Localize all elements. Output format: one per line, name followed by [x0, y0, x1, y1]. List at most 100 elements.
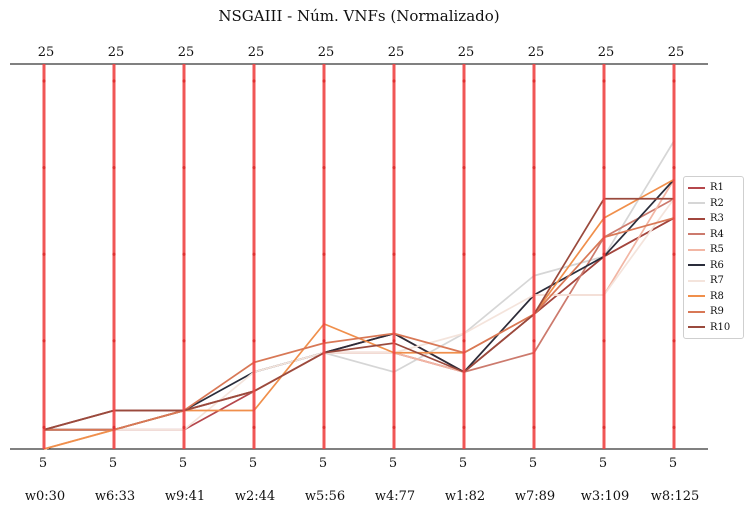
series-line-r1: [44, 217, 675, 431]
axis-max-label: 25: [248, 45, 265, 60]
axis-tick-dot: [392, 252, 396, 256]
legend-swatch: [688, 295, 705, 298]
axis-name-label: w8:125: [651, 489, 700, 504]
axis-max-label: 25: [388, 45, 405, 60]
legend-label: R10: [710, 321, 731, 333]
axis-tick-dot: [672, 166, 676, 170]
axis-tick-dot: [602, 79, 606, 83]
axis-tick-dot: [112, 79, 116, 83]
axis-tick-dot: [322, 339, 326, 343]
legend-label: R4: [710, 228, 724, 240]
axis-tick-dot: [42, 79, 46, 83]
legend-item-r4: R4: [684, 227, 743, 243]
axis-tick-dot: [252, 339, 256, 343]
series-line-r10: [43, 197, 674, 431]
legend-swatch: [688, 326, 705, 329]
axis-tick-dot: [462, 166, 466, 170]
axis-tick-dot: [672, 79, 676, 83]
axis-max-label: 25: [38, 45, 55, 60]
axis-tick-dot: [322, 252, 326, 256]
axis-tick-dot: [322, 425, 326, 429]
chart-title: NSGAIII - Núm. VNFs (Normalizado): [218, 7, 500, 25]
axis-tick-dot: [462, 79, 466, 83]
axis-max-label: 25: [108, 45, 125, 60]
axis-tick-dot: [602, 252, 606, 256]
legend-label: R2: [710, 197, 724, 209]
axis-tick-dot: [532, 79, 536, 83]
series-line-r3: [43, 217, 675, 431]
legend-swatch: [688, 186, 705, 189]
legend-item-r6: R6: [684, 258, 743, 274]
axis-min-label: 5: [109, 456, 117, 471]
axis-name-label: w9:41: [165, 489, 205, 504]
legend-label: R5: [710, 244, 724, 256]
axis-tick-dot: [322, 79, 326, 83]
legend-item-r10: R10: [684, 320, 743, 336]
axis-min-label: 5: [669, 456, 677, 471]
axis-tick-dot: [532, 339, 536, 343]
axis-tick-dot: [602, 425, 606, 429]
axis-tick-dot: [252, 79, 256, 83]
axis-tick-dot: [392, 166, 396, 170]
axis-min-label: 5: [529, 456, 537, 471]
axis-tick-dot: [532, 252, 536, 256]
legend-label: R6: [710, 259, 724, 271]
legend-item-r1: R1: [684, 180, 743, 196]
legend: R1 R2 R3 R4 R5 R6 R7 R8 R9 R10: [683, 176, 744, 339]
axis-tick-dot: [672, 425, 676, 429]
axis-name-label: w1:82: [445, 489, 485, 504]
legend-item-r8: R8: [684, 289, 743, 305]
axis-tick-dot: [182, 252, 186, 256]
axis-name-label: w7:89: [515, 489, 555, 504]
axis-min-label: 5: [249, 456, 257, 471]
axis-max-label: 25: [528, 45, 545, 60]
legend-label: R7: [710, 275, 724, 287]
axis-min-label: 5: [459, 456, 467, 471]
axis-tick-dot: [182, 166, 186, 170]
axis-min-label: 5: [179, 456, 187, 471]
axis-tick-dot: [42, 425, 46, 429]
legend-swatch: [688, 264, 705, 267]
legend-item-r7: R7: [684, 273, 743, 289]
axis-tick-dot: [252, 425, 256, 429]
axis-name-label: w3:109: [581, 489, 630, 504]
legend-label: R9: [710, 306, 724, 318]
axis-labels: 25 5 w0:30 25 5 w6:33 25 5 w9:41 25 5 w2:44 25 5 w5:56…: [25, 45, 699, 504]
axis-tick-dot: [462, 339, 466, 343]
axis-max-label: 25: [178, 45, 195, 60]
legend-item-r9: R9: [684, 304, 743, 320]
series-line-r6: [44, 178, 675, 431]
axis-name-label: w0:30: [25, 489, 65, 504]
axis-tick-dot: [462, 252, 466, 256]
axis-name-label: w5:56: [305, 489, 345, 504]
legend-swatch: [688, 310, 705, 313]
series-line-r7: [43, 198, 675, 450]
legend-swatch: [688, 279, 705, 282]
axis-tick-dot: [602, 166, 606, 170]
axis-tick-dot: [672, 339, 676, 343]
axis-tick-dot: [392, 425, 396, 429]
series-line-r4: [44, 198, 675, 431]
legend-label: R8: [710, 290, 724, 302]
legend-label: R3: [710, 213, 724, 225]
axis-tick-dot: [42, 166, 46, 170]
axes-layer: [42, 64, 676, 449]
axis-name-label: w2:44: [235, 489, 275, 504]
axis-max-label: 25: [598, 45, 615, 60]
axis-tick-dot: [322, 166, 326, 170]
legend-label: R1: [710, 182, 724, 194]
legend-item-r5: R5: [684, 242, 743, 258]
axis-tick-dot: [672, 252, 676, 256]
axis-tick-dot: [182, 425, 186, 429]
axis-tick-dot: [112, 425, 116, 429]
legend-swatch: [688, 217, 705, 220]
axis-tick-dot: [392, 79, 396, 83]
axis-tick-dot: [112, 252, 116, 256]
legend-swatch: [688, 248, 705, 251]
series-line-r5: [43, 179, 675, 450]
axis-min-label: 5: [319, 456, 327, 471]
axis-min-label: 5: [39, 456, 47, 471]
series-line-r9: [44, 217, 675, 431]
